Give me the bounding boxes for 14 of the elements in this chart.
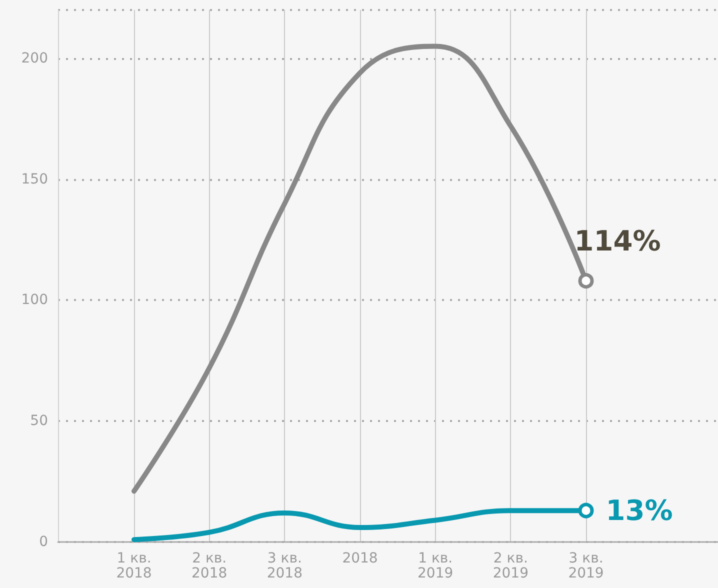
x-tick-label: 3 кв. 2019	[568, 550, 604, 582]
x-tick-label: 3 кв. 2018	[266, 550, 302, 582]
y-tick-label: 150	[21, 171, 48, 188]
annotation: 114%	[574, 224, 661, 258]
y-tick-label: 100	[21, 292, 48, 308]
y-tick-label: 0	[39, 534, 48, 550]
x-tick-label: 1 кв. 2018	[116, 550, 152, 582]
y-tick-label: 200	[21, 50, 48, 66]
x-tick-label: 2 кв. 2018	[192, 550, 228, 582]
data-label: 13%	[606, 494, 673, 528]
x-tick-label: 2018	[342, 550, 378, 566]
x-tick-label: 1 кв. 2019	[418, 550, 454, 582]
y-tick-label: 50	[30, 413, 48, 430]
x-tick-label: 2 кв. 2019	[492, 550, 528, 582]
